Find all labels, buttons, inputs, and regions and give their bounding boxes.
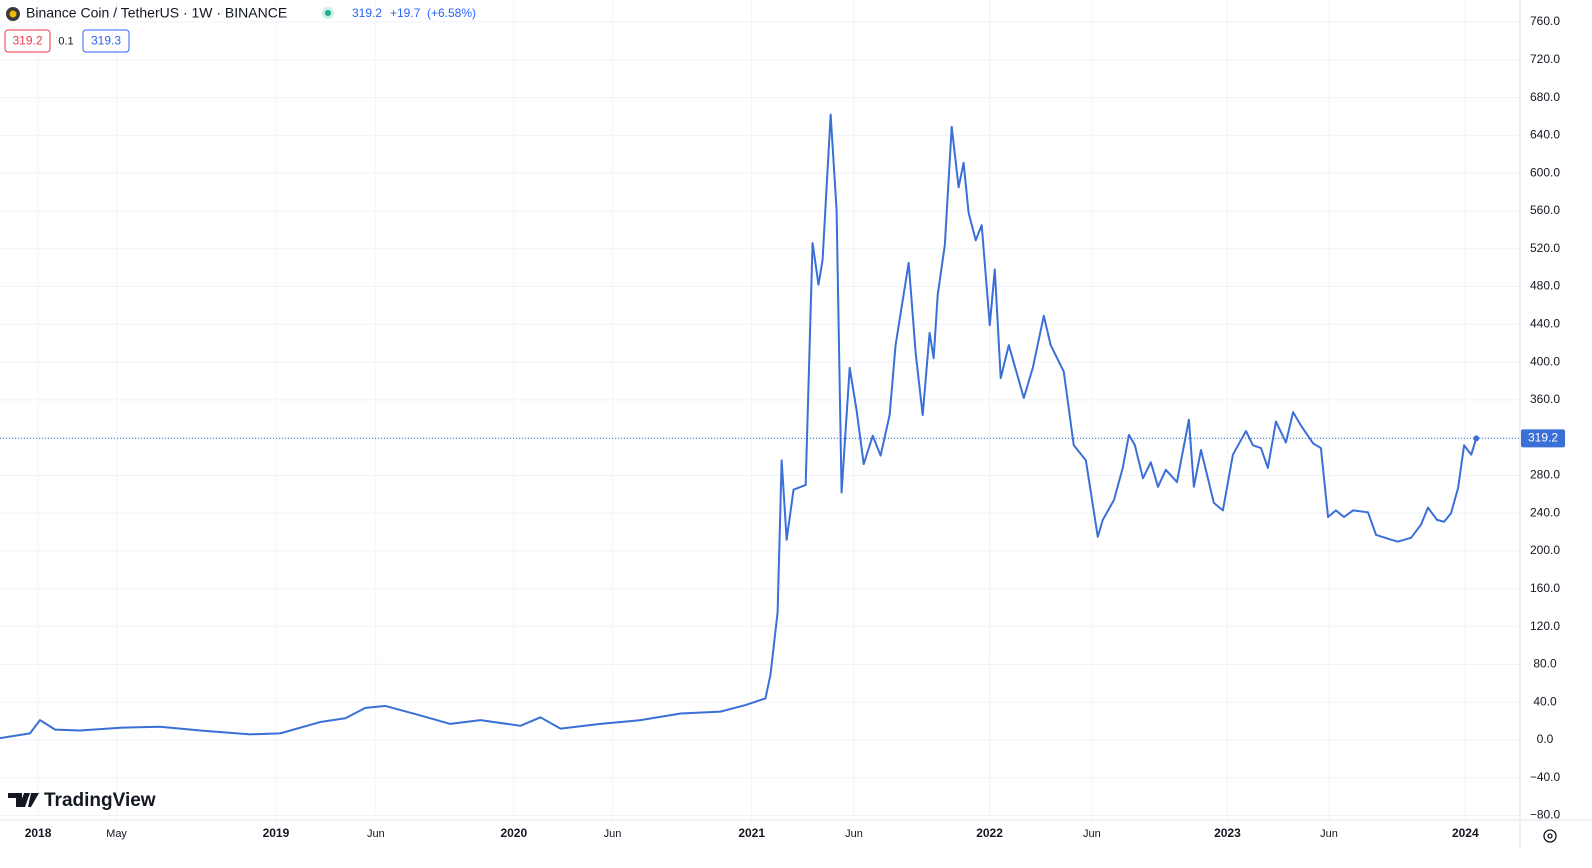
x-tick-label: Jun	[1320, 828, 1338, 840]
y-tick-label: 360.0	[1530, 392, 1560, 406]
x-tick-label: 2019	[263, 826, 290, 840]
last-price-tag	[1521, 429, 1565, 448]
x-tick-label: Jun	[845, 828, 863, 840]
last-price: 319.2	[352, 6, 382, 20]
y-tick-label: 440.0	[1530, 316, 1560, 330]
price-line	[0, 113, 1478, 740]
bid-box[interactable]	[4, 29, 51, 53]
y-tick-label: 520.0	[1530, 241, 1560, 255]
symbol-icon-inner	[9, 10, 17, 18]
spread: 0.1	[58, 35, 73, 47]
y-tick-label: 400.0	[1530, 354, 1560, 368]
y-tick-label: 280.0	[1530, 468, 1560, 482]
settings-icon[interactable]	[1543, 829, 1557, 843]
x-tick-label: 2020	[500, 826, 527, 840]
y-tick-label: 40.0	[1533, 694, 1557, 708]
y-tick-label: 160.0	[1530, 581, 1560, 595]
last-price-tag-label: 319.2	[1528, 431, 1558, 445]
y-tick-label: 240.0	[1530, 505, 1560, 519]
x-tick-label: May	[106, 828, 127, 840]
price-change-percent: (+6.58%)	[427, 6, 476, 20]
bid-price[interactable]: 319.2	[12, 34, 42, 48]
y-tick-label: −80.0	[1530, 808, 1561, 822]
y-tick-label: 80.0	[1533, 657, 1557, 671]
ask-price[interactable]: 319.3	[91, 34, 121, 48]
x-tick-label: Jun	[367, 828, 385, 840]
y-tick-label: 640.0	[1530, 128, 1560, 142]
x-tick-label: 2024	[1452, 826, 1479, 840]
y-tick-label: 760.0	[1530, 14, 1560, 28]
y-tick-label: 480.0	[1530, 279, 1560, 293]
y-tick-label: 120.0	[1530, 619, 1560, 633]
y-tick-label: 680.0	[1530, 90, 1560, 104]
ask-box[interactable]	[82, 29, 130, 53]
x-tick-label: Jun	[604, 828, 622, 840]
plot	[0, 113, 1520, 740]
settings-icon-inner[interactable]	[1547, 833, 1553, 839]
watermark: TradingView	[44, 790, 156, 811]
x-tick-label: 2023	[1214, 826, 1241, 840]
y-tick-label: 560.0	[1530, 203, 1560, 217]
market-status-dot	[325, 10, 331, 16]
watermark-logo	[8, 793, 39, 807]
y-tick-label: −40.0	[1530, 770, 1561, 784]
y-tick-label: 720.0	[1530, 52, 1560, 66]
symbol-title: Binance Coin / TetherUS · 1W · BINANCE	[26, 5, 287, 21]
x-tick-label: 2018	[25, 826, 52, 840]
y-tick-label: 600.0	[1530, 165, 1560, 179]
x-tick-label: 2021	[738, 826, 765, 840]
grid	[0, 0, 1520, 820]
price-change: +19.7	[390, 6, 421, 20]
y-tick-label: 0.0	[1537, 732, 1554, 746]
x-tick-label: Jun	[1083, 828, 1101, 840]
y-tick-label: 200.0	[1530, 543, 1560, 557]
x-tick-label: 2022	[976, 826, 1003, 840]
